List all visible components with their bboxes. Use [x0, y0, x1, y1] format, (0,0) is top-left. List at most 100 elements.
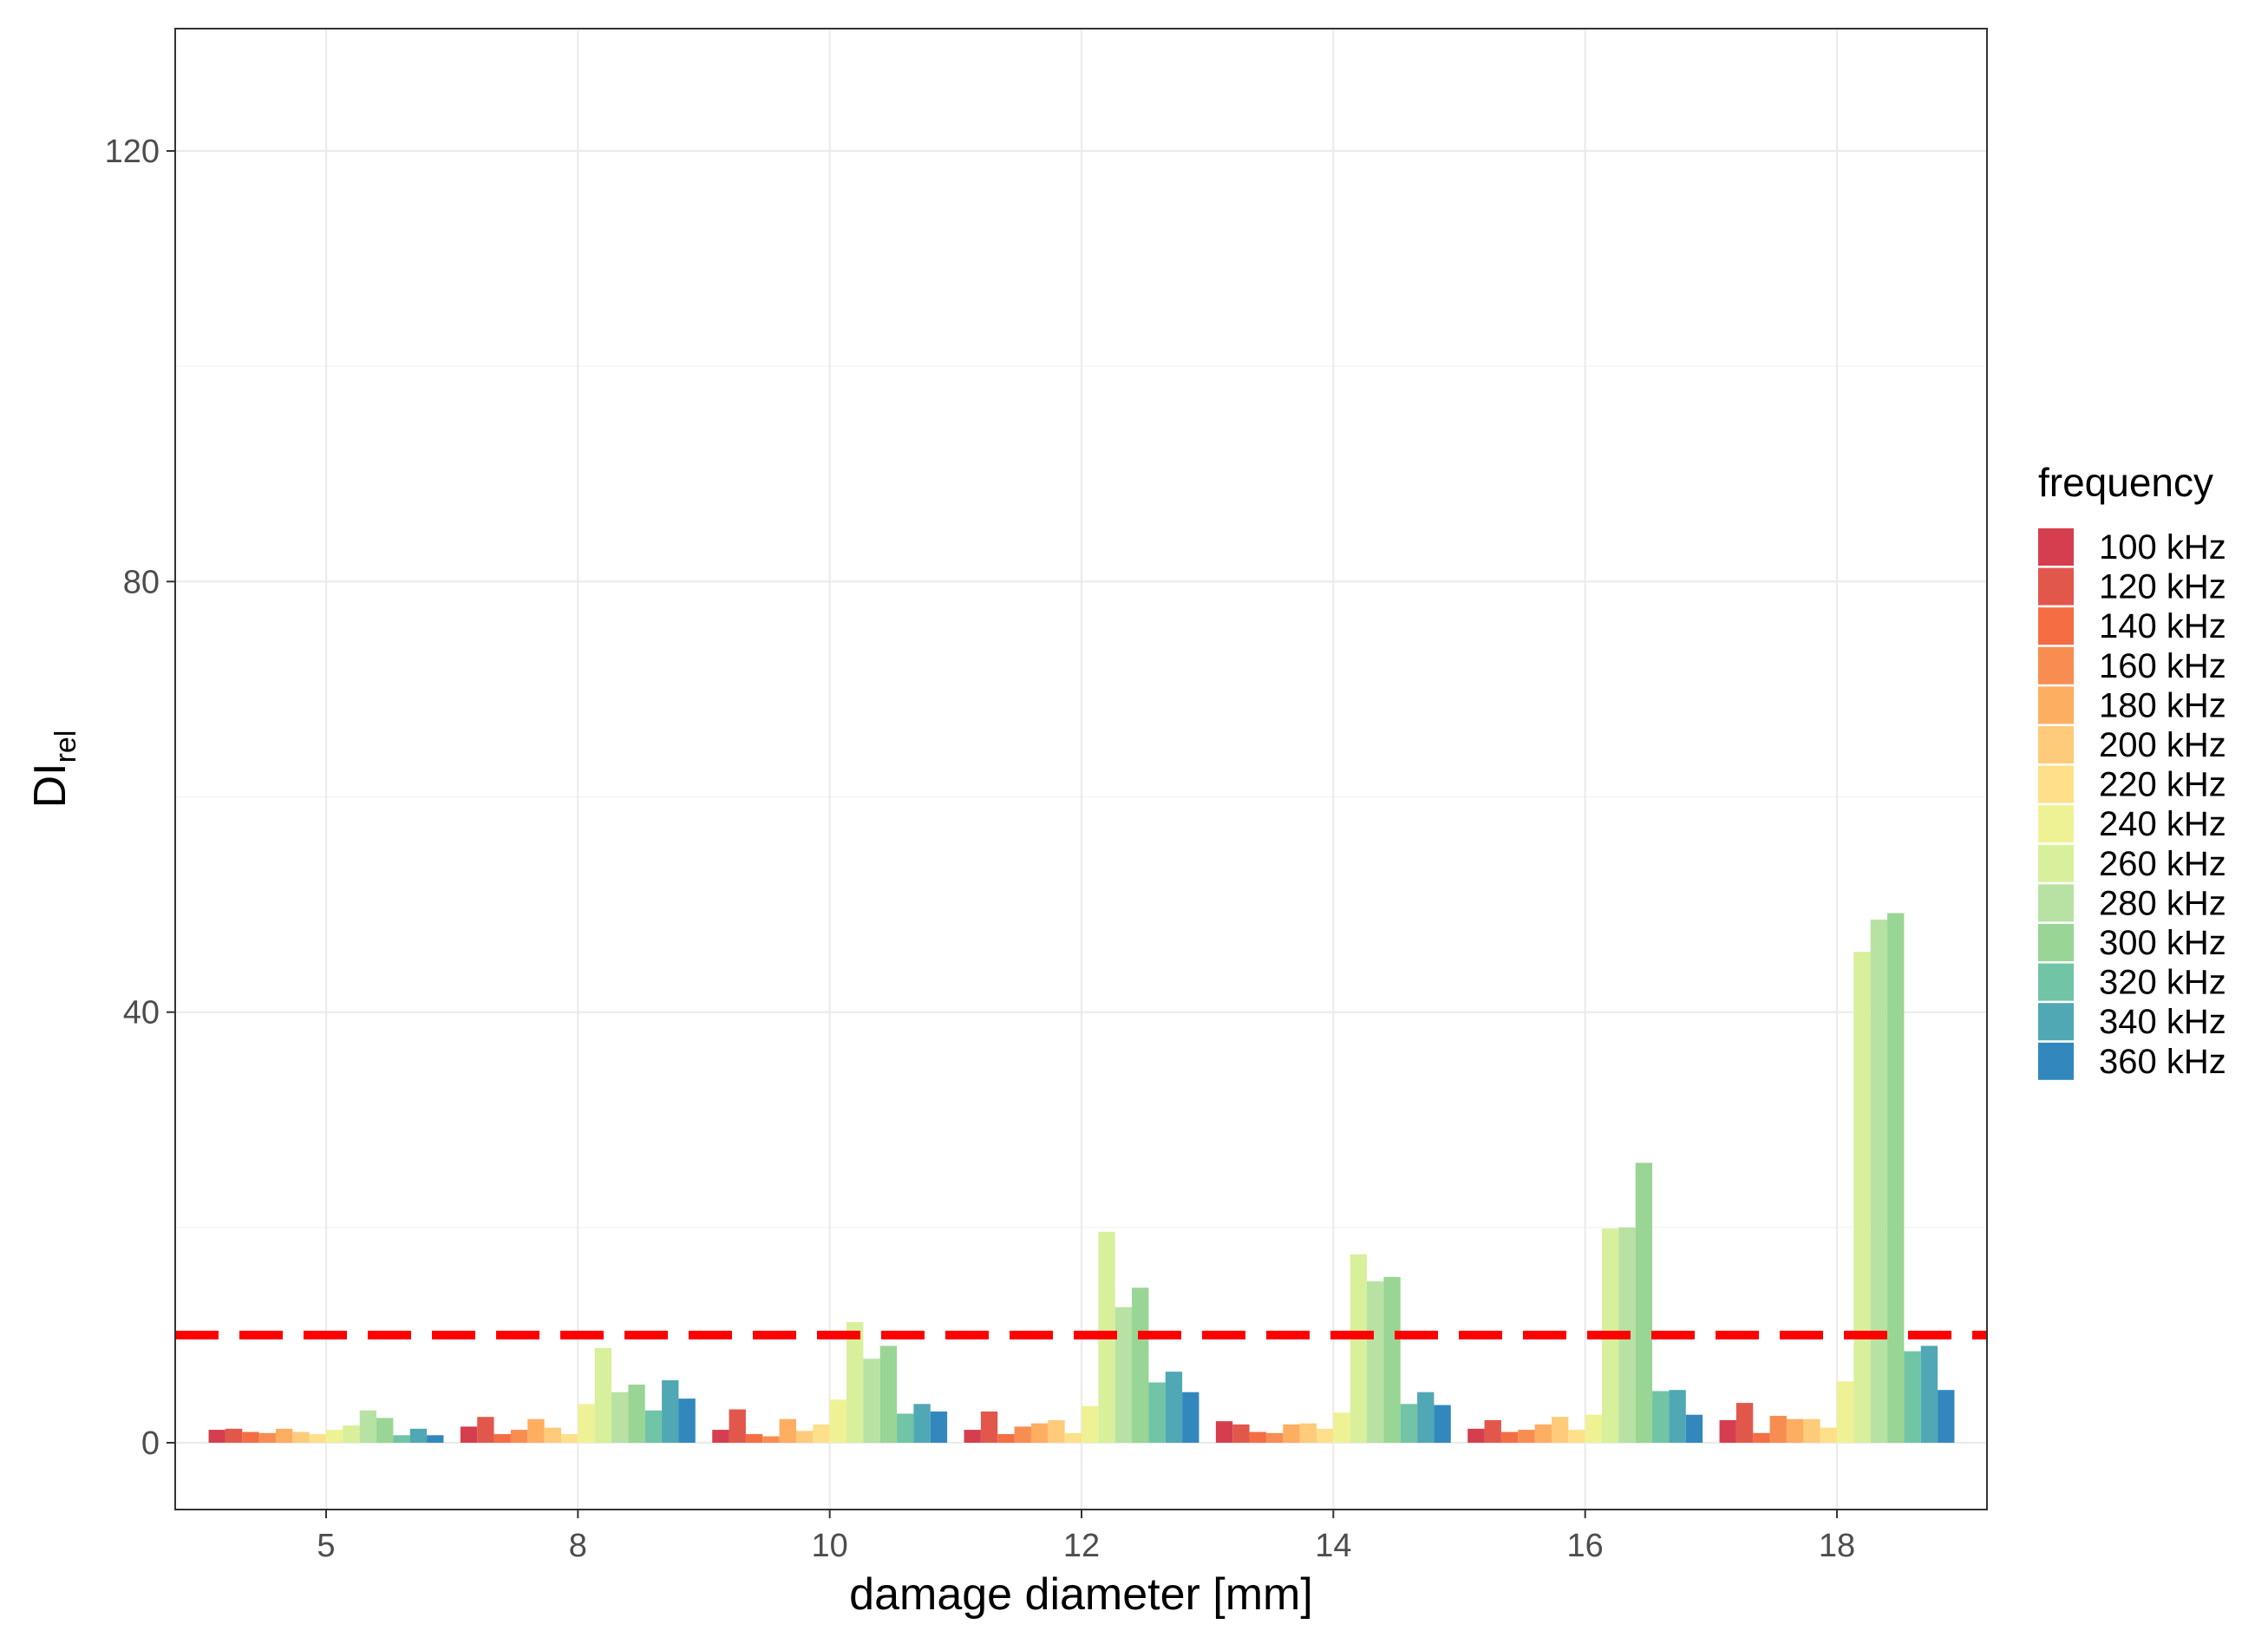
bar: [762, 1436, 780, 1443]
bar: [1803, 1418, 1820, 1443]
bar: [644, 1410, 663, 1443]
y-axis-title: DIrel: [25, 730, 82, 809]
bar: [359, 1410, 377, 1443]
bar: [1735, 1403, 1754, 1443]
legend-title: frequency: [2038, 460, 2213, 505]
legend-label: 340 kHz: [2099, 1003, 2226, 1041]
bar: [611, 1392, 629, 1443]
x-tick-label: 12: [1063, 1528, 1100, 1564]
legend-key: [2038, 924, 2074, 961]
bar: [913, 1404, 931, 1443]
bar: [1417, 1392, 1435, 1443]
legend-key: [2038, 884, 2074, 922]
bar: [863, 1359, 880, 1443]
y-tick-label: 0: [141, 1425, 160, 1462]
bar: [309, 1434, 326, 1443]
bar: [980, 1411, 998, 1443]
bar: [343, 1425, 360, 1443]
bar: [1316, 1428, 1334, 1443]
bar: [242, 1431, 259, 1443]
bar: [1534, 1424, 1552, 1443]
bar: [1685, 1414, 1703, 1443]
bar: [409, 1428, 428, 1443]
bar: [1182, 1392, 1199, 1443]
legend-label: 160 kHz: [2099, 647, 2226, 685]
bar: [225, 1428, 243, 1443]
bar: [477, 1417, 494, 1443]
legend-key: [2038, 528, 2074, 566]
bar: [1669, 1390, 1686, 1443]
bar: [745, 1434, 763, 1443]
y-tick-label: 120: [105, 134, 160, 170]
bar: [1048, 1419, 1065, 1443]
legend-key: [2038, 567, 2074, 606]
legend-label: 280 kHz: [2099, 884, 2226, 922]
y-axis: 0 40 80 120: [105, 134, 175, 1462]
legend-key: [2038, 963, 2074, 1001]
bar: [578, 1404, 595, 1443]
legend-key: [2038, 607, 2074, 645]
bar: [1299, 1423, 1317, 1443]
bar: [1870, 919, 1888, 1443]
bar: [628, 1384, 645, 1443]
bar: [493, 1434, 511, 1443]
bar: [1786, 1418, 1804, 1443]
bar: [1820, 1427, 1837, 1443]
y-tick-label: 80: [123, 564, 160, 600]
x-tick-label: 14: [1315, 1528, 1351, 1564]
bar: [1551, 1417, 1569, 1443]
bar: [376, 1418, 394, 1443]
bar: [275, 1428, 293, 1443]
bar: [1938, 1390, 1955, 1443]
bar: [1232, 1424, 1250, 1443]
bar: [460, 1426, 478, 1443]
x-tick-label: 10: [812, 1528, 848, 1564]
bar: [1719, 1419, 1736, 1443]
legend-label: 320 kHz: [2099, 964, 2226, 1002]
bar: [1400, 1404, 1418, 1443]
bar: [1904, 1351, 1921, 1443]
bar: [510, 1430, 528, 1443]
legend-key: [2038, 1003, 2074, 1041]
bars: [208, 913, 1955, 1444]
y-axis-title-main: DI: [25, 763, 75, 808]
x-axis: 5 8 10 12 14 16 18: [317, 1510, 1855, 1564]
x-tick-label: 16: [1567, 1528, 1604, 1564]
x-tick-label: 18: [1819, 1528, 1855, 1564]
grid-lines: [175, 29, 1987, 1510]
bar: [897, 1413, 914, 1443]
bar: [1064, 1432, 1082, 1443]
bar: [829, 1399, 847, 1443]
bar: [1853, 952, 1871, 1443]
bar: [678, 1398, 696, 1443]
y-tick-label: 40: [123, 995, 160, 1032]
bar: [930, 1411, 948, 1443]
bar: [1014, 1426, 1031, 1443]
bar: [1132, 1287, 1149, 1443]
bar: [712, 1430, 729, 1443]
bar: [1249, 1431, 1266, 1443]
bar: [1383, 1276, 1401, 1443]
bar: [879, 1346, 898, 1443]
legend-key: [2038, 844, 2074, 882]
bar: [1367, 1280, 1384, 1444]
legend-label: 200 kHz: [2099, 726, 2226, 764]
bar: [1635, 1163, 1653, 1443]
bar: [1114, 1307, 1133, 1443]
legend-key: [2038, 765, 2074, 803]
bar: [393, 1435, 410, 1443]
bar: [1484, 1419, 1501, 1443]
legend-label: 100 kHz: [2099, 528, 2226, 567]
legend-key: [2038, 1042, 2074, 1080]
bar: [527, 1418, 545, 1443]
bar: [258, 1432, 276, 1443]
legend-key: [2038, 726, 2074, 763]
bar: [1283, 1424, 1300, 1443]
legend-label: 240 kHz: [2099, 805, 2226, 843]
bar: [846, 1322, 864, 1443]
bar: [1887, 913, 1905, 1443]
bar: [813, 1424, 830, 1443]
legend-label: 180 kHz: [2099, 686, 2226, 724]
legend-key: [2038, 805, 2074, 843]
